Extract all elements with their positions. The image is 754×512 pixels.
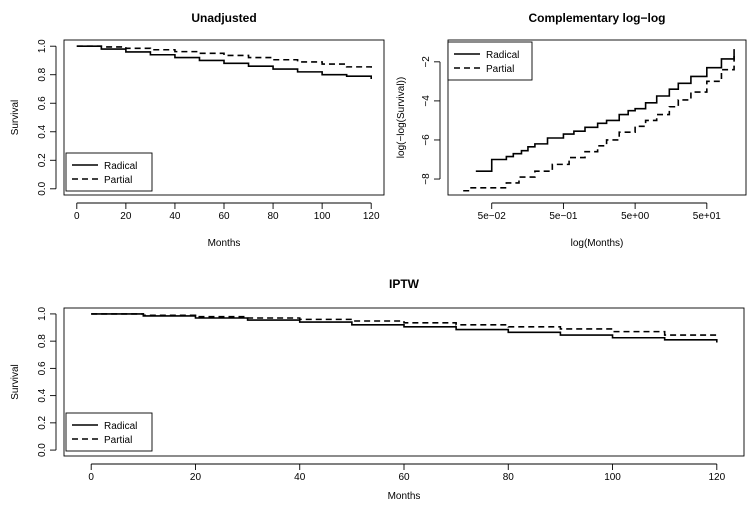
chart-iptw: IPTW 0 20 40 60 80 100 120 Months 0.0 0.2 0.4 0.6 0.8… bbox=[10, 277, 745, 502]
y-tick-label: −4 bbox=[421, 95, 432, 107]
y-tick-label: −2 bbox=[421, 56, 432, 68]
legend-label: Radical bbox=[104, 421, 137, 432]
x-tick-label: 40 bbox=[169, 211, 181, 222]
legend-label: Partial bbox=[486, 64, 514, 75]
x-tick-label: 20 bbox=[120, 211, 132, 222]
series-line-radical bbox=[475, 49, 735, 173]
y-tick-label: 0.0 bbox=[37, 181, 48, 195]
legend-box bbox=[65, 152, 153, 192]
y-tick-label: 0.4 bbox=[37, 388, 48, 402]
x-axis-label: Months bbox=[388, 491, 421, 502]
x-tick-label: 0 bbox=[88, 472, 94, 483]
series-line-partial bbox=[91, 313, 718, 338]
y-tick-label: 0.6 bbox=[37, 96, 48, 110]
y-tick-label: 0.4 bbox=[37, 124, 48, 138]
y-tick-label: 0.2 bbox=[37, 415, 48, 429]
legend: Radical Partial bbox=[65, 412, 153, 452]
legend-label: Partial bbox=[104, 175, 132, 186]
series-line-radical bbox=[76, 45, 372, 79]
y-tick-label: 0.0 bbox=[37, 443, 48, 457]
series-line-partial bbox=[463, 55, 735, 192]
y-tick-label: 0.8 bbox=[37, 334, 48, 348]
x-tick-label: 5e+00 bbox=[621, 211, 650, 222]
y-tick-label: −8 bbox=[421, 173, 432, 185]
chart-title: Unadjusted bbox=[191, 11, 256, 25]
legend-label: Partial bbox=[104, 435, 132, 446]
y-axis-label: Survival bbox=[10, 100, 21, 136]
chart-title: IPTW bbox=[389, 277, 420, 291]
x-tick-label: 120 bbox=[363, 211, 380, 222]
x-tick-label: 0 bbox=[74, 211, 80, 222]
y-tick-label: 0.2 bbox=[37, 153, 48, 167]
y-tick-label: 0.6 bbox=[37, 361, 48, 375]
x-tick-label: 40 bbox=[294, 472, 306, 483]
x-axis-label: log(Months) bbox=[571, 238, 624, 249]
chart-complementary-log-log: Complementary log−log 5e−02 5e−01 5e+00 5e+0… bbox=[396, 11, 747, 249]
plot-frame bbox=[447, 39, 747, 196]
y-tick-label: 1.0 bbox=[37, 307, 48, 321]
x-tick-label: 5e−02 bbox=[478, 211, 507, 222]
legend-label: Radical bbox=[486, 50, 519, 61]
legend-box bbox=[65, 412, 153, 452]
y-axis-label: Survival bbox=[10, 364, 21, 400]
x-tick-label: 120 bbox=[708, 472, 725, 483]
chart-title: Complementary log−log bbox=[528, 11, 665, 25]
y-tick-label: 0.8 bbox=[37, 67, 48, 81]
legend: Radical Partial bbox=[447, 41, 533, 81]
legend-label: Radical bbox=[104, 161, 137, 172]
y-axis-label: log(−log(Survival)) bbox=[396, 77, 407, 158]
y-tick-label: 1.0 bbox=[37, 39, 48, 53]
x-tick-label: 5e+01 bbox=[693, 211, 722, 222]
x-axis-label: Months bbox=[208, 238, 241, 249]
plot-frame bbox=[63, 39, 385, 196]
x-tick-label: 100 bbox=[314, 211, 331, 222]
x-tick-label: 60 bbox=[218, 211, 230, 222]
plot-frame bbox=[63, 307, 745, 457]
series-line-radical bbox=[91, 313, 718, 343]
chart-unadjusted: Unadjusted 0 20 40 60 80 100 120 Months 0.0 0.2 0.4… bbox=[10, 11, 385, 249]
x-tick-label: 80 bbox=[268, 211, 280, 222]
y-tick-label: −6 bbox=[421, 134, 432, 146]
x-tick-label: 20 bbox=[190, 472, 202, 483]
x-tick-label: 80 bbox=[503, 472, 515, 483]
x-tick-label: 5e−01 bbox=[549, 211, 578, 222]
legend-box bbox=[447, 41, 533, 81]
legend: Radical Partial bbox=[65, 152, 153, 192]
x-tick-label: 60 bbox=[398, 472, 410, 483]
series-line-partial bbox=[76, 45, 372, 71]
x-tick-label: 100 bbox=[604, 472, 621, 483]
